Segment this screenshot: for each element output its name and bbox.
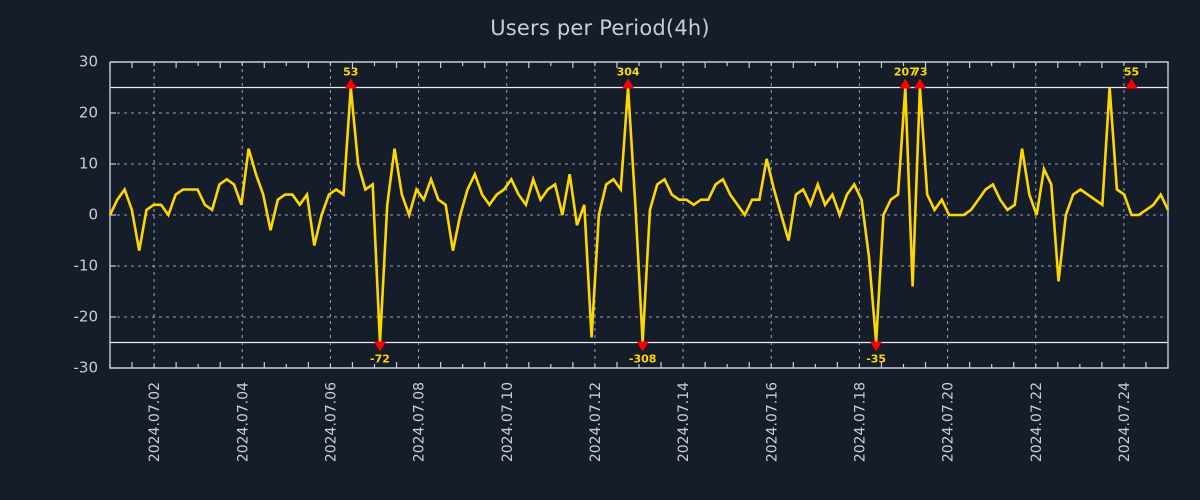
y-axis-tick-labels: 30 20 10 0 -10 -20 -30	[74, 53, 99, 377]
overflow-marker-up-icon	[622, 78, 635, 89]
x-tick-label: 2024.07.12	[588, 382, 604, 462]
annotation-value-label: 207	[894, 66, 917, 79]
x-tick-label: 2024.07.06	[323, 382, 339, 462]
grid-layer	[110, 62, 1168, 368]
annotation-value-label: -35	[866, 353, 886, 366]
annotation-value-label: 73	[912, 66, 927, 79]
overflow-marker-up-icon	[1125, 78, 1138, 89]
overflow-marker-up-icon	[344, 78, 357, 89]
annotation-value-label: 53	[343, 66, 358, 79]
overflow-marker-down-icon	[636, 341, 649, 352]
overflow-marker-up-icon	[913, 78, 926, 89]
axis-layer	[109, 61, 1169, 369]
x-tick-label: 2024.07.18	[852, 382, 868, 462]
y-tick-label: 10	[79, 155, 98, 173]
annotation-value-label: -72	[370, 353, 390, 366]
y-tick-label: 30	[79, 53, 98, 71]
overflow-marker-up-icon	[899, 78, 912, 89]
x-axis-tick-labels: 2024.07.02 2024.07.04 2024.07.06 2024.07.08…	[147, 382, 1133, 462]
data-series-line	[108, 87, 1170, 343]
x-tick-label: 2024.07.20	[941, 382, 957, 462]
x-tick-label: 2024.07.04	[235, 382, 251, 462]
annotation-value-label: 55	[1124, 66, 1139, 79]
x-tick-label: 2024.07.10	[500, 382, 516, 462]
x-tick-label: 2024.07.02	[147, 382, 163, 462]
series-path	[108, 87, 1170, 343]
annotation-value-label: 304	[617, 66, 640, 79]
y-tick-label: 0	[88, 206, 98, 224]
x-tick-label: 2024.07.24	[1117, 382, 1133, 462]
x-tick-label: 2024.07.22	[1029, 382, 1045, 462]
x-tick-label: 2024.07.14	[676, 382, 692, 462]
overflow-marker-down-icon	[373, 341, 386, 352]
annotation-value-label: -308	[629, 353, 657, 366]
overflow-marker-down-icon	[870, 341, 883, 352]
y-tick-label: -20	[74, 308, 99, 326]
x-tick-label: 2024.07.16	[764, 382, 780, 462]
y-tick-label: 20	[79, 104, 98, 122]
chart-title: Users per Period(4h)	[490, 16, 710, 40]
y-tick-label: -30	[74, 359, 99, 377]
x-tick-label: 2024.07.08	[412, 382, 428, 462]
y-tick-label: -10	[74, 257, 99, 275]
